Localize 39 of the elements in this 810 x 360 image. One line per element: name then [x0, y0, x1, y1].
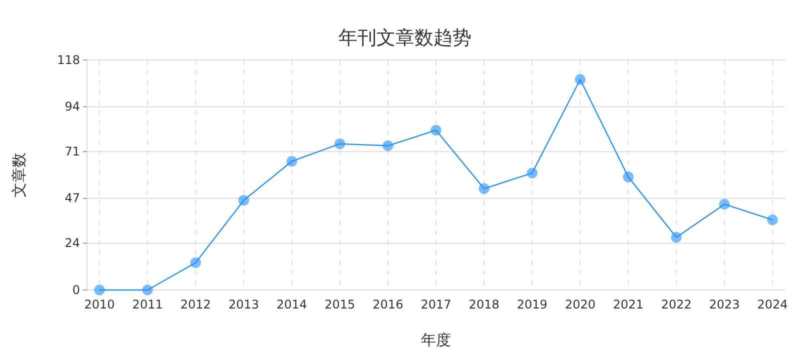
y-tick-label: 47	[64, 191, 80, 206]
x-tick-label: 2012	[180, 298, 211, 312]
point	[430, 124, 442, 136]
y-tick-label: 118	[57, 52, 80, 67]
point	[767, 214, 778, 226]
x-tick-label: 2011	[132, 298, 163, 312]
point	[622, 172, 634, 182]
y-tick-label: 24	[64, 236, 80, 250]
point	[526, 168, 538, 178]
x-tick-label: 2023	[709, 298, 740, 312]
chart-title: 年刊文章数趋势	[338, 27, 472, 49]
y-axis-title: 文章数	[10, 152, 28, 198]
x-tick-label: 2010	[84, 298, 115, 312]
point	[574, 74, 586, 85]
point	[190, 257, 201, 268]
y-tick-label: 94	[64, 100, 80, 114]
point	[238, 195, 250, 206]
y-tick-label: 71	[64, 144, 80, 158]
x-tick-label: 2024	[757, 298, 788, 312]
point	[334, 138, 346, 150]
point	[478, 183, 490, 194]
x-axis-title: 年度	[421, 331, 451, 349]
point	[142, 284, 153, 296]
x-tick-label: 2013	[228, 298, 259, 312]
x-tick-label: 2020	[564, 298, 596, 312]
point	[671, 232, 682, 243]
x-tick-label: 2022	[661, 298, 692, 312]
y-tick-label: 0	[72, 282, 80, 297]
point	[382, 140, 394, 152]
point	[286, 156, 298, 167]
point	[94, 284, 105, 296]
x-tick-label: 2014	[276, 298, 308, 312]
x-tick-label: 2016	[372, 298, 404, 312]
x-tick-label: 2017	[420, 298, 452, 312]
x-tick-label: 2021	[613, 298, 644, 312]
x-tick-label: 2018	[468, 298, 500, 312]
point	[719, 198, 730, 210]
x-tick-label: 2019	[516, 298, 548, 312]
x-tick-label: 2015	[324, 298, 356, 312]
